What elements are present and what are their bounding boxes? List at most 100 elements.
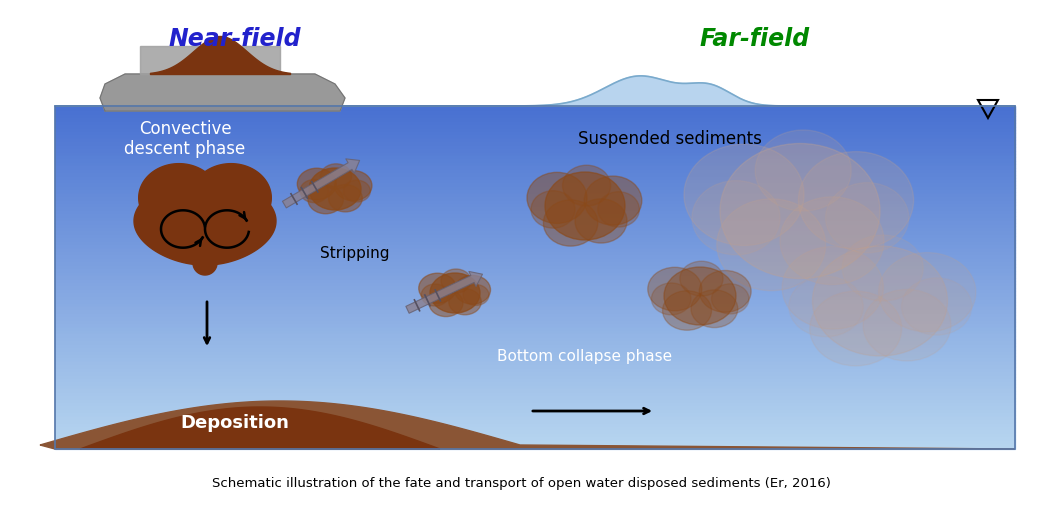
- Bar: [55, 247, 1015, 250]
- Ellipse shape: [531, 191, 575, 228]
- Ellipse shape: [684, 144, 804, 245]
- Text: Schematic illustration of the fate and transport of open water disposed sediment: Schematic illustration of the fate and t…: [212, 476, 831, 490]
- Text: Far-field: Far-field: [700, 27, 810, 51]
- Bar: [55, 281, 1015, 284]
- Bar: [55, 171, 1015, 175]
- Bar: [55, 332, 1015, 336]
- Ellipse shape: [798, 152, 914, 249]
- Ellipse shape: [320, 164, 351, 189]
- Bar: [55, 199, 1015, 202]
- Bar: [55, 233, 1015, 237]
- Ellipse shape: [692, 290, 737, 328]
- Bar: [55, 422, 1015, 425]
- Bar: [55, 301, 1015, 305]
- Bar: [55, 271, 1015, 274]
- Bar: [55, 326, 1015, 329]
- Ellipse shape: [812, 246, 947, 356]
- Bar: [55, 425, 1015, 428]
- Ellipse shape: [429, 289, 463, 317]
- Ellipse shape: [878, 252, 976, 332]
- Polygon shape: [191, 164, 271, 232]
- Bar: [55, 384, 1015, 387]
- Bar: [55, 418, 1015, 422]
- Bar: [55, 205, 1015, 209]
- Ellipse shape: [664, 267, 736, 325]
- Bar: [55, 192, 1015, 195]
- Bar: [55, 439, 1015, 442]
- Bar: [55, 264, 1015, 267]
- Text: Suspended sediments: Suspended sediments: [578, 130, 762, 148]
- Bar: [55, 250, 1015, 253]
- Bar: [55, 144, 1015, 147]
- Ellipse shape: [780, 197, 884, 285]
- Polygon shape: [140, 46, 280, 74]
- Bar: [55, 360, 1015, 363]
- Ellipse shape: [300, 179, 329, 203]
- Bar: [55, 120, 1015, 123]
- Ellipse shape: [455, 275, 490, 304]
- Bar: [55, 446, 1015, 449]
- Bar: [55, 213, 1015, 216]
- Bar: [55, 398, 1015, 401]
- Bar: [55, 127, 1015, 130]
- Bar: [55, 329, 1015, 332]
- Bar: [55, 346, 1015, 350]
- Bar: [55, 408, 1015, 411]
- Bar: [55, 288, 1015, 291]
- Bar: [55, 237, 1015, 240]
- Polygon shape: [134, 177, 276, 265]
- Bar: [55, 432, 1015, 435]
- Text: Deposition: Deposition: [180, 414, 290, 432]
- Text: Near-field: Near-field: [169, 27, 301, 51]
- Bar: [55, 137, 1015, 141]
- Bar: [55, 391, 1015, 394]
- Bar: [55, 442, 1015, 446]
- Bar: [55, 274, 1015, 277]
- Ellipse shape: [755, 130, 851, 211]
- Ellipse shape: [782, 246, 883, 329]
- Bar: [55, 387, 1015, 391]
- Bar: [55, 404, 1015, 408]
- Bar: [55, 350, 1015, 353]
- Bar: [55, 367, 1015, 370]
- Ellipse shape: [789, 276, 864, 337]
- Bar: [55, 401, 1015, 404]
- Polygon shape: [40, 401, 1015, 449]
- Text: Convective
descent phase: Convective descent phase: [124, 120, 245, 158]
- Bar: [55, 175, 1015, 178]
- Ellipse shape: [652, 283, 692, 315]
- Ellipse shape: [441, 269, 471, 293]
- Bar: [55, 370, 1015, 374]
- Bar: [55, 133, 1015, 137]
- Polygon shape: [55, 76, 1015, 106]
- Ellipse shape: [527, 172, 587, 223]
- Bar: [55, 117, 1015, 120]
- Bar: [55, 165, 1015, 168]
- Ellipse shape: [575, 199, 627, 243]
- Polygon shape: [193, 251, 217, 275]
- Bar: [55, 343, 1015, 346]
- Bar: [55, 209, 1015, 213]
- Bar: [55, 223, 1015, 226]
- Bar: [55, 363, 1015, 367]
- Bar: [55, 267, 1015, 271]
- Bar: [55, 257, 1015, 260]
- Bar: [55, 380, 1015, 384]
- Polygon shape: [80, 407, 440, 449]
- Ellipse shape: [809, 291, 901, 366]
- Bar: [55, 260, 1015, 264]
- Ellipse shape: [680, 261, 723, 296]
- Ellipse shape: [699, 270, 751, 312]
- Ellipse shape: [343, 180, 370, 202]
- Polygon shape: [139, 164, 219, 232]
- Ellipse shape: [584, 176, 641, 225]
- Bar: [55, 308, 1015, 312]
- Ellipse shape: [308, 185, 343, 214]
- Bar: [55, 243, 1015, 247]
- Bar: [55, 284, 1015, 288]
- Ellipse shape: [430, 273, 480, 313]
- Bar: [55, 178, 1015, 181]
- Bar: [55, 181, 1015, 185]
- Ellipse shape: [864, 289, 951, 361]
- Ellipse shape: [598, 192, 639, 227]
